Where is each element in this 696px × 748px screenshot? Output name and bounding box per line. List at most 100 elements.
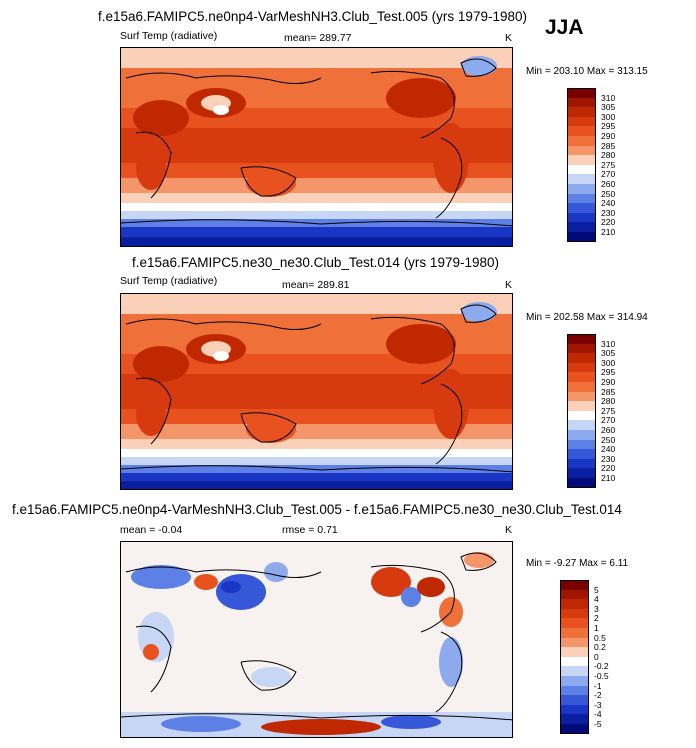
colorbar-swatch	[567, 126, 596, 137]
colorbar-tick-label: 305	[601, 102, 616, 113]
colorbar-swatch	[567, 391, 596, 402]
colorbar-tick-label: 260	[601, 425, 616, 435]
panel-2-mean-label: mean= 289.81	[282, 279, 350, 291]
panel-3-minmax: Min = -9.27 Max = 6.11	[526, 558, 629, 569]
colorbar-tick-label: 220	[601, 463, 616, 474]
panel-2-variable-label: Surf Temp (radiative)	[120, 275, 218, 287]
panel-1-map	[120, 47, 513, 247]
colorbar-swatch	[567, 362, 596, 373]
colorbar-swatch	[567, 468, 596, 479]
colorbar-tick-label: 230	[601, 453, 616, 464]
panel-3-mean-label: mean = -0.04	[120, 524, 183, 536]
colorbar-swatch	[560, 704, 589, 715]
colorbar-swatch	[567, 88, 596, 99]
panel-2-map-field	[121, 294, 512, 489]
colorbar-swatch	[567, 184, 596, 195]
colorbar-swatch	[560, 676, 589, 687]
panel-3-units: K	[505, 524, 513, 536]
colorbar-tick-label: 230	[601, 207, 616, 218]
colorbar-swatch	[560, 628, 589, 639]
panel-1-mean-label: mean= 289.77	[284, 32, 352, 44]
panel-2-map	[120, 293, 513, 490]
colorbar-swatch	[567, 439, 596, 450]
panel-3-map	[120, 541, 513, 738]
colorbar-tick-label: -2	[594, 690, 602, 701]
colorbar-tick-label: 280	[601, 396, 616, 407]
colorbar-swatch	[567, 222, 596, 233]
colorbar-swatch	[567, 107, 596, 118]
colorbar-swatch	[567, 372, 596, 383]
colorbar-swatch	[567, 478, 596, 489]
colorbar-tick-label: 260	[601, 179, 616, 189]
colorbar-swatch	[567, 203, 596, 214]
colorbar-swatch	[567, 116, 596, 127]
colorbar-tick-label: 275	[601, 159, 616, 170]
colorbar-tick-label: 300	[601, 357, 616, 368]
colorbar-swatch	[567, 232, 596, 243]
colorbar-tick-label: 270	[601, 415, 616, 426]
colorbar-tick-label: 240	[601, 198, 616, 209]
colorbar-swatch	[560, 724, 589, 735]
colorbar-tick-label: 305	[601, 348, 616, 359]
colorbar-swatch	[560, 656, 589, 667]
colorbar-swatch	[567, 97, 596, 108]
colorbar-swatch	[560, 599, 589, 610]
colorbar-tick-label: 210	[601, 227, 616, 237]
colorbar-swatch	[560, 714, 589, 725]
colorbar-swatch	[560, 666, 589, 677]
colorbar-tick-label: 5	[594, 584, 599, 595]
colorbar-swatch	[560, 580, 589, 591]
colorbar-swatch	[567, 212, 596, 223]
panel-2-title: f.e15a6.FAMIPC5.ne30_ne30.Club_Test.014 …	[132, 255, 499, 270]
panel-2-units: K	[505, 279, 513, 291]
colorbar-tick-label: -0.5	[594, 671, 609, 681]
colorbar-tick-label: 210	[601, 473, 616, 483]
colorbar-swatch	[567, 343, 596, 354]
colorbar-tick-label: 285	[601, 386, 616, 397]
panel-2-minmax: Min = 202.58 Max = 314.94	[526, 312, 648, 323]
colorbar-tick-label: -5	[594, 719, 602, 729]
colorbar-tick-label: 2	[594, 613, 599, 624]
colorbar-swatch	[567, 353, 596, 364]
colorbar-swatch	[567, 334, 596, 345]
colorbar-tick-label: 310	[601, 92, 616, 103]
colorbar-swatch	[567, 410, 596, 421]
colorbar-tick-label: -1	[594, 680, 602, 691]
colorbar-tick-label: -3	[594, 699, 602, 710]
panel-3-map-field	[121, 542, 512, 737]
season-label: JJA	[545, 16, 584, 39]
colorbar-tick-label: 250	[601, 434, 616, 445]
colorbar-tick-label: 0.2	[594, 642, 606, 653]
panel-3-rmse-label: rmse = 0.71	[282, 524, 338, 536]
colorbar-swatch	[567, 155, 596, 166]
colorbar-swatch	[560, 647, 589, 658]
colorbar-swatch	[567, 420, 596, 431]
colorbar-swatch	[560, 589, 589, 600]
colorbar-swatch	[560, 685, 589, 696]
colorbar-swatch	[560, 637, 589, 648]
colorbar-tick-label: 280	[601, 150, 616, 161]
panel-1-title: f.e15a6.FAMIPC5.ne0np4-VarMeshNH3.Club_T…	[98, 9, 527, 24]
panel-1-units: K	[505, 32, 513, 44]
colorbar-tick-label: 1	[594, 623, 599, 633]
colorbar-tick-label: 240	[601, 444, 616, 455]
colorbar-tick-label: 3	[594, 603, 599, 614]
colorbar-tick-label: 295	[601, 367, 616, 378]
colorbar-swatch	[567, 174, 596, 185]
colorbar-tick-label: -0.2	[594, 661, 609, 672]
colorbar-swatch	[560, 608, 589, 619]
colorbar-swatch	[567, 401, 596, 412]
colorbar-tick-label: -4	[594, 709, 602, 720]
colorbar-swatch	[567, 145, 596, 156]
colorbar-tick-label: 270	[601, 169, 616, 180]
colorbar-swatch	[567, 136, 596, 147]
colorbar-swatch	[560, 618, 589, 629]
colorbar-tick-label: 275	[601, 405, 616, 416]
colorbar-swatch	[560, 695, 589, 706]
colorbar-swatch	[567, 164, 596, 175]
colorbar-swatch	[567, 430, 596, 441]
colorbar-tick-label: 285	[601, 140, 616, 151]
panel-1-map-field	[121, 48, 512, 246]
colorbar-tick-label: 250	[601, 188, 616, 199]
colorbar-tick-label: 290	[601, 131, 616, 141]
